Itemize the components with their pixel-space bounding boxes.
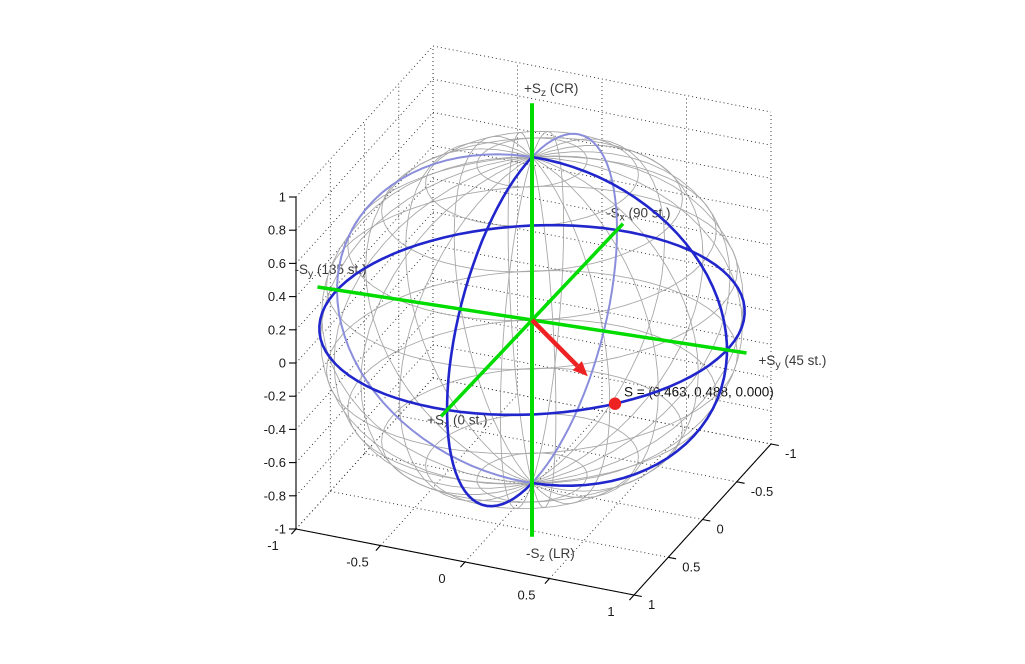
axis-label-sy-pos: +Sy (45 st.) (759, 353, 827, 371)
stokes-vector-shaft (530, 318, 579, 368)
x-tick (459, 561, 466, 568)
stokes-vector (530, 318, 622, 410)
x-tick-label: -0.5 (346, 555, 368, 570)
y-tick (702, 518, 711, 522)
z-tick-label: -0.2 (264, 389, 286, 404)
y-tick (770, 443, 779, 447)
y-tick (668, 556, 677, 560)
axis-labels: +Sz (CR) -Sz (LR) +Sy (45 st.) (524, 81, 826, 564)
grid-wall-left-z (295, 211, 434, 364)
x-tick-label: 1 (607, 604, 614, 619)
stokes-vector-arrowhead (572, 361, 588, 377)
grid-wall-back-z (432, 78, 772, 146)
stokes-annotation: S = (0.463, 0.488, 0.000) (624, 385, 774, 400)
x-tick (628, 594, 635, 601)
y-tick-label: -0.5 (751, 484, 773, 499)
x-tick (375, 545, 381, 551)
z-tick-label: -0.4 (264, 422, 286, 437)
x-tick (290, 528, 297, 535)
grid-wall-left-z (295, 311, 434, 463)
axis-label-sz-neg: -Sz (LR) (526, 546, 575, 564)
x-tick-label: 0.5 (517, 588, 535, 603)
z-tick-label: 0.4 (268, 289, 286, 304)
y-tick-label: 0 (717, 522, 724, 537)
z-tick-label: 0 (279, 356, 286, 371)
y-tick (736, 481, 745, 484)
x-tick (544, 578, 550, 584)
grid-floor-y (398, 415, 737, 483)
grid-floor-y (330, 490, 669, 558)
z-tick-label: -0.6 (264, 455, 286, 470)
grid-wall-back-z (432, 45, 772, 113)
grid-wall-left-z (295, 78, 434, 231)
y-tick-label: -1 (785, 446, 797, 461)
axis-label-sz-pos: +Sz (CR) (524, 81, 578, 99)
stokes-point-dot (608, 397, 622, 410)
z-tick-label: 0.6 (268, 256, 286, 271)
z-tick-label: 0.8 (268, 223, 286, 238)
z-tick-label: 0.2 (268, 322, 286, 337)
y-tick-label: 1 (648, 597, 655, 612)
z-tick-label: -1 (274, 522, 286, 537)
x-tick-label: 0 (438, 571, 445, 586)
grid-wall-back-z (432, 244, 772, 312)
z-tick-label: -0.8 (264, 488, 286, 503)
x-tick-label: -1 (267, 538, 279, 553)
grid-wall-back-z (432, 377, 772, 445)
y-tick (633, 594, 642, 598)
tick-labels: 10.80.60.40.20-0.2-0.4-0.6-0.8-1-1-0.500… (264, 190, 797, 620)
grid-wall-left-z (295, 344, 434, 497)
axis-label-sx-pos: +Sx (0 st.) (427, 412, 487, 430)
grid-wall-back-z (432, 311, 772, 379)
axis-label-sy-neg: -Sy (135 st.) (295, 262, 367, 280)
y-tick-label: 0.5 (682, 559, 700, 574)
tick-marks (289, 196, 779, 601)
grid-wall-back-z (432, 344, 772, 412)
z-tick-label: 1 (279, 190, 286, 205)
